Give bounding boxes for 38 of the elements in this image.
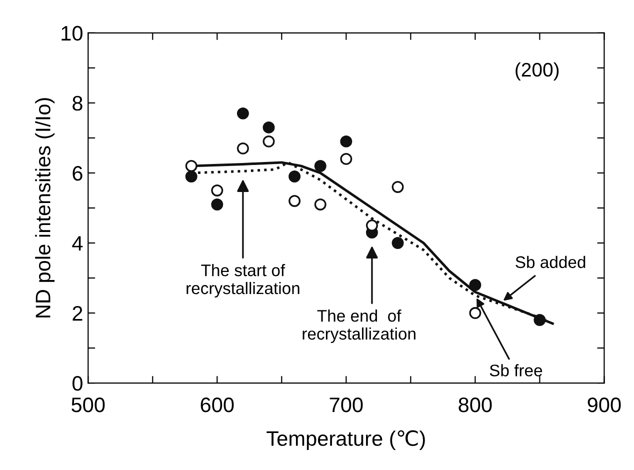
- point: [366, 219, 378, 232]
- text: Sb added: [516, 256, 586, 268]
- point: [288, 170, 301, 182]
- point: [340, 135, 352, 148]
- annotation: (200): [516, 62, 559, 80]
- x-tick-label: 800: [458, 397, 492, 412]
- point: [288, 194, 301, 207]
- x-tick-label: 700: [330, 397, 363, 412]
- point: [534, 314, 546, 326]
- point: [185, 160, 198, 172]
- point: [262, 135, 275, 148]
- x-tick-label: 500: [72, 397, 105, 412]
- point: [211, 184, 224, 196]
- y-tick-label: 6: [72, 166, 82, 181]
- point: [469, 307, 482, 320]
- annotation: The end of recrystallization: [302, 310, 416, 344]
- text: Sb free: [490, 364, 542, 376]
- point: [392, 180, 404, 193]
- point: [185, 170, 198, 182]
- point: [211, 198, 224, 210]
- y-tick-label: 8: [72, 96, 82, 111]
- x-tick-label: 600: [200, 397, 234, 412]
- x-tick-label: 900: [588, 397, 621, 412]
- x-axis-title: Temperature (℃): [266, 430, 425, 450]
- annotation: The start of recrystallization: [186, 264, 300, 298]
- y-axis-title: ND pole intensities (I/Io): [35, 98, 55, 318]
- point: [262, 121, 275, 134]
- y-tick-label: 0: [72, 376, 82, 391]
- y-tick-label: 10: [62, 26, 82, 41]
- point: [314, 160, 326, 172]
- point: [236, 107, 249, 120]
- point: [340, 152, 352, 165]
- point: [469, 279, 482, 291]
- point: [392, 237, 404, 249]
- y-tick-label: 4: [72, 236, 83, 251]
- point: [314, 198, 326, 210]
- y-tick-label: 2: [72, 306, 82, 321]
- point: [236, 142, 249, 154]
